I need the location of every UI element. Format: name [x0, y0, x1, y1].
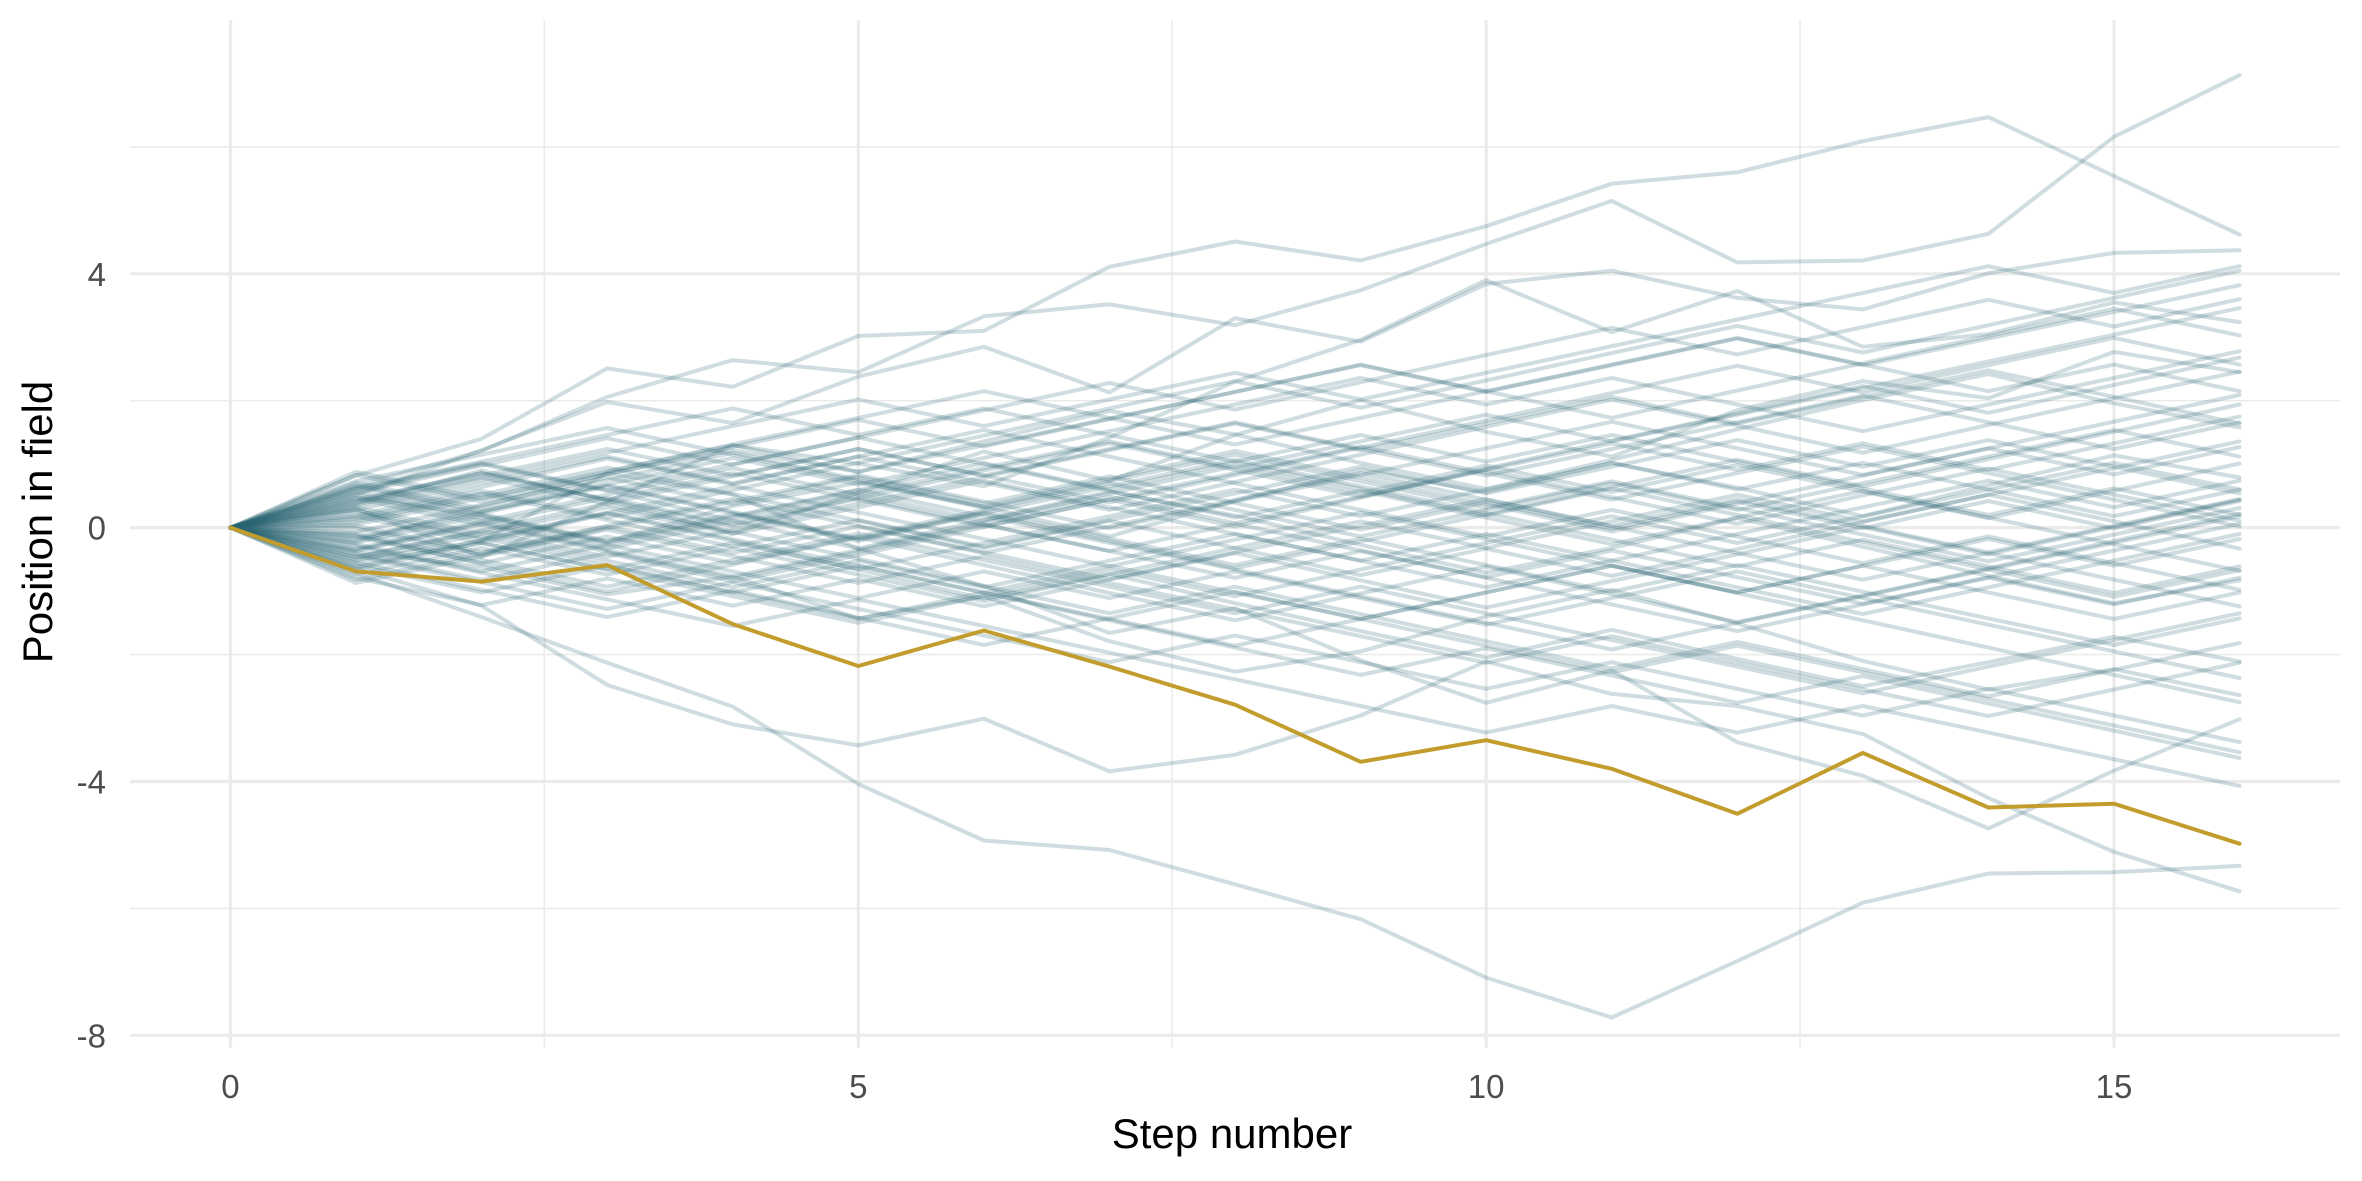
- walk-line-4: [228, 525, 2242, 1020]
- walk-line-65: [228, 406, 2242, 530]
- walk-line-40: [228, 460, 2242, 625]
- walk-line-16: [228, 445, 2242, 534]
- walk-line-51: [228, 444, 2242, 530]
- walk-line-20: [228, 508, 2242, 760]
- walk-line-24: [228, 497, 2242, 610]
- walk-line-52: [228, 439, 2242, 604]
- major-gridlines: [130, 20, 2340, 1048]
- y-tick-label: -4: [77, 763, 106, 800]
- walk-line-37: [228, 510, 2242, 755]
- walk-line-50: [228, 393, 2242, 557]
- walk-line-42: [228, 525, 2242, 745]
- walk-line-2: [228, 73, 2242, 530]
- walk-line-47: [228, 438, 2242, 549]
- walk-line-48: [228, 478, 2242, 616]
- x-tick-label: 5: [849, 1068, 867, 1105]
- walk-line-41: [228, 335, 2242, 530]
- walk-line-12: [228, 460, 2242, 606]
- x-tick-labels: 0 5 10 15: [221, 1068, 2132, 1105]
- highlight-layer: [228, 525, 2242, 846]
- walk-line-35: [228, 435, 2242, 573]
- walk-line-45: [228, 264, 2242, 530]
- walk-line-29: [228, 306, 2242, 530]
- walk-line-7: [228, 471, 2242, 831]
- walk-line-53: [228, 427, 2242, 592]
- walk-line-31: [228, 268, 2242, 530]
- walk-line-9: [228, 525, 2242, 698]
- x-tick-label: 0: [221, 1068, 239, 1105]
- walk-line-30: [228, 525, 2242, 705]
- walk-line-61: [228, 489, 2242, 680]
- x-tick-label: 15: [2096, 1068, 2133, 1105]
- walk-line-26: [228, 335, 2242, 560]
- minor-gridlines: [130, 20, 2340, 1048]
- walk-line-56: [228, 495, 2242, 634]
- walk-line-10: [228, 453, 2242, 544]
- walk-line-44: [228, 457, 2242, 595]
- walk-line-38: [228, 414, 2242, 579]
- walk-line-64: [228, 471, 2242, 609]
- walk-line-3: [228, 525, 2242, 894]
- walk-line-39: [228, 426, 2242, 564]
- walk-line-5: [228, 248, 2242, 530]
- walk-line-17: [228, 511, 2242, 625]
- walk-line-66: [228, 487, 2242, 652]
- walk-line-1: [228, 115, 2242, 530]
- walk-line-23: [228, 465, 2242, 578]
- walk-line-13: [228, 511, 2242, 689]
- walk-line-67: [228, 478, 2242, 590]
- walk-line-6: [228, 278, 2242, 559]
- walk-line-49: [228, 483, 2242, 647]
- walk-line-11: [228, 372, 2242, 544]
- walk-line-22: [228, 461, 2242, 551]
- highlighted-walk-line: [228, 525, 2242, 846]
- walk-line-36: [228, 349, 2242, 540]
- walk-line-14: [228, 369, 2242, 530]
- walk-line-59: [228, 393, 2242, 530]
- y-tick-label: 0: [88, 510, 106, 547]
- walk-line-55: [228, 283, 2242, 530]
- x-axis-title: Step number: [1112, 1110, 1352, 1157]
- walk-line-25: [228, 402, 2242, 571]
- walk-line-18: [228, 355, 2242, 530]
- walk-line-21: [228, 297, 2242, 530]
- walk-line-46: [228, 525, 2242, 788]
- walk-line-63: [228, 497, 2242, 582]
- walk-line-43: [228, 306, 2242, 530]
- y-axis-title: Position in field: [14, 381, 61, 664]
- walk-line-58: [228, 525, 2242, 648]
- series-layer: [228, 73, 2242, 1020]
- walk-line-34: [228, 525, 2242, 719]
- y-tick-label: 4: [88, 256, 106, 293]
- walk-line-32: [228, 474, 2242, 535]
- walk-line-33: [228, 496, 2242, 606]
- walk-line-15: [228, 466, 2242, 584]
- y-tick-labels: -8 -4 0 4: [77, 256, 106, 1054]
- x-tick-label: 10: [1468, 1068, 1505, 1105]
- walk-line-19: [228, 483, 2242, 621]
- walk-line-62: [228, 368, 2242, 559]
- y-tick-label: -8: [77, 1017, 106, 1054]
- walk-line-60: [228, 427, 2242, 566]
- walk-line-27: [228, 475, 2242, 699]
- walk-line-28: [228, 460, 2242, 599]
- walk-line-57: [228, 460, 2242, 572]
- walk-line-8: [228, 349, 2242, 536]
- walk-line-54: [228, 525, 2242, 696]
